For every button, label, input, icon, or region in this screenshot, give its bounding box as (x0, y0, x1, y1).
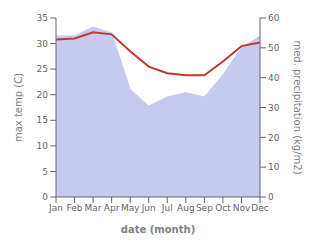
svg-text:10: 10 (268, 162, 280, 172)
svg-text:40: 40 (268, 73, 280, 83)
svg-text:0: 0 (42, 192, 48, 202)
svg-text:35: 35 (37, 13, 48, 23)
svg-text:Jun: Jun (141, 203, 156, 213)
svg-text:Apr: Apr (104, 203, 120, 213)
svg-text:5: 5 (42, 167, 48, 177)
svg-text:Nov: Nov (233, 203, 251, 213)
svg-text:Feb: Feb (67, 203, 83, 213)
svg-text:10: 10 (37, 141, 49, 151)
svg-text:max temp (C): max temp (C) (13, 73, 24, 142)
svg-text:30: 30 (268, 103, 280, 113)
svg-text:Jan: Jan (48, 203, 63, 213)
svg-text:med. precipitation (kg/m2): med. precipitation (kg/m2) (292, 40, 303, 174)
svg-text:Mar: Mar (85, 203, 102, 213)
svg-text:20: 20 (37, 90, 49, 100)
svg-text:Oct: Oct (215, 203, 231, 213)
svg-text:Aug: Aug (177, 203, 195, 213)
svg-text:Dec: Dec (251, 203, 268, 213)
svg-text:Jul: Jul (161, 203, 173, 213)
svg-text:60: 60 (268, 13, 280, 23)
svg-text:25: 25 (37, 64, 48, 74)
svg-text:20: 20 (268, 133, 280, 143)
svg-text:May: May (121, 203, 140, 213)
svg-text:date (month): date (month) (121, 224, 195, 235)
svg-text:50: 50 (268, 43, 280, 53)
svg-text:15: 15 (37, 115, 48, 125)
svg-text:30: 30 (37, 39, 49, 49)
svg-text:Sep: Sep (196, 203, 213, 213)
svg-text:0: 0 (268, 192, 274, 202)
